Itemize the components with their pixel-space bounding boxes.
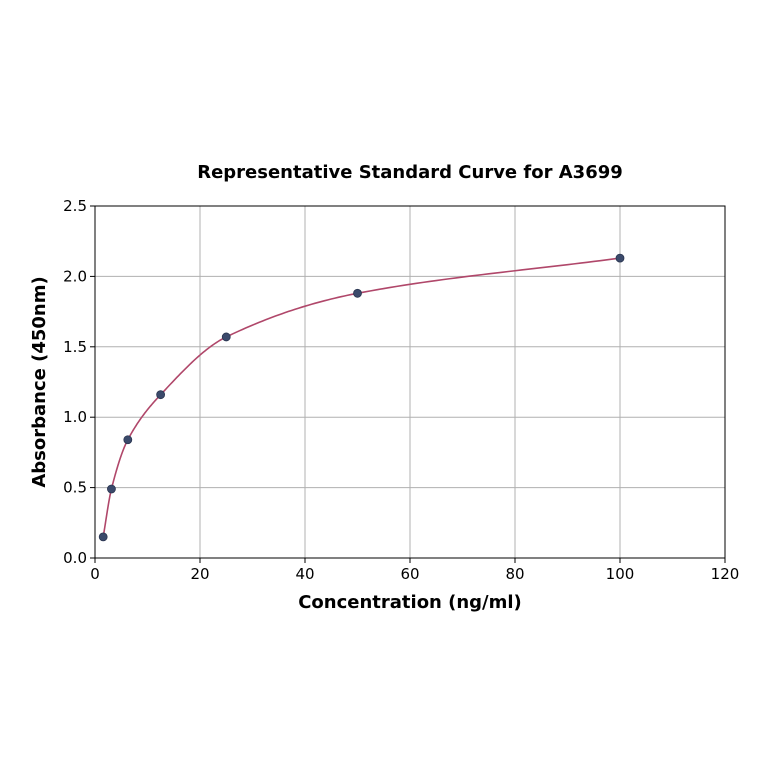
x-tick-label: 40 (295, 565, 314, 583)
fit-curve (102, 257, 621, 538)
data-point (107, 484, 116, 494)
x-tick-label: 120 (711, 565, 740, 583)
chart-title: Representative Standard Curve for A3699 (197, 162, 623, 183)
x-axis-label: Concentration (ng/ml) (298, 592, 522, 613)
y-axis-label: Absorbance (450nm) (29, 276, 50, 487)
y-tick-label: 1.5 (63, 338, 87, 356)
y-tick-label: 2.0 (63, 267, 87, 285)
y-tick-label: 0.5 (63, 479, 87, 497)
data-point (353, 288, 362, 298)
data-point (615, 253, 625, 263)
x-tick-label: 60 (400, 565, 419, 583)
fit-curve-layer (102, 257, 621, 538)
data-point (123, 435, 133, 445)
x-tick-label: 20 (190, 565, 209, 583)
y-axis-ticks: 0.0 0.5 1.0 1.5 2.0 2.5 (63, 197, 95, 567)
data-point (98, 532, 108, 542)
data-point (221, 332, 231, 342)
y-tick-label: 0.0 (63, 549, 87, 567)
y-tick-label: 2.5 (63, 197, 87, 215)
data-point (156, 390, 166, 400)
data-points-layer (98, 253, 625, 542)
x-tick-label: 80 (505, 565, 524, 583)
grid-lines (94, 205, 726, 559)
y-tick-label: 1.0 (63, 408, 87, 426)
x-tick-label: 0 (90, 565, 100, 583)
x-tick-label: 100 (606, 565, 635, 583)
x-axis-ticks: 0 20 40 60 80 100 120 (90, 558, 739, 583)
